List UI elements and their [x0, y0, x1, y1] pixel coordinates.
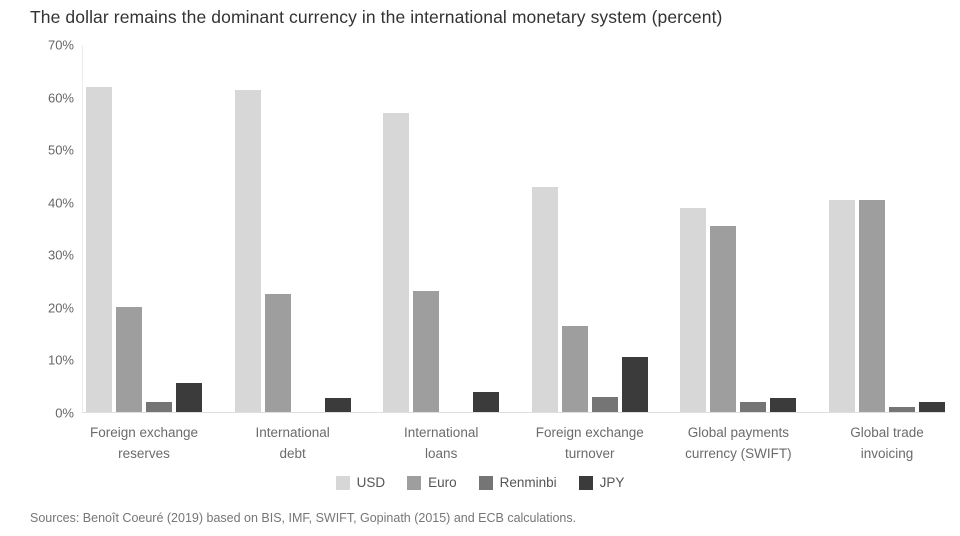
bar-renminbi: [740, 401, 767, 412]
category-label: Foreign exchange reserves: [89, 425, 199, 461]
bar-group: Foreign exchange turnover: [531, 45, 648, 461]
bar-group: Global payments currency (SWIFT): [680, 45, 797, 461]
category-label: International debt: [255, 425, 330, 461]
bar-euro: [561, 325, 588, 412]
legend-label-euro: Euro: [428, 475, 457, 490]
legend-swatch-usd: [335, 475, 350, 490]
legend-item-jpy: JPY: [578, 475, 625, 490]
legend-label-jpy: JPY: [599, 475, 625, 490]
legend-label-renminbi: Renminbi: [499, 475, 557, 490]
bar-jpy: [473, 392, 500, 412]
bar-euro: [710, 225, 737, 412]
chart-title: The dollar remains the dominant currency…: [30, 7, 723, 27]
bar-usd: [828, 199, 855, 412]
bar-renminbi: [146, 401, 172, 412]
bar-usd: [383, 113, 410, 412]
legend-label-usd: USD: [356, 475, 386, 490]
bar-renminbi: [888, 406, 915, 412]
legend-swatch-euro: [407, 475, 422, 490]
y-tick-label: 70%: [47, 37, 74, 53]
bar-group: International loans: [383, 45, 500, 461]
bar-euro: [413, 291, 440, 412]
bar-renminbi: [591, 397, 618, 412]
bar-jpy: [770, 397, 797, 412]
y-axis: 0% 10% 20% 30% 40% 50% 60% 70%: [0, 39, 74, 420]
y-tick-label: 20%: [47, 300, 74, 316]
bar-usd: [234, 89, 261, 412]
bar-euro: [858, 199, 885, 412]
legend-swatch-renminbi: [478, 475, 493, 490]
y-tick-label: 10%: [47, 352, 74, 368]
bar-jpy: [176, 383, 202, 412]
category-label: International loans: [404, 425, 479, 461]
bar-jpy: [918, 401, 945, 412]
y-tick-label: 60%: [47, 90, 74, 106]
legend-item-usd: USD: [335, 475, 386, 490]
legend: USD Euro Renminbi JPY: [0, 475, 960, 490]
bar-group: Global trade invoicing: [828, 45, 945, 461]
bar-euro: [264, 294, 291, 412]
y-tick-label: 0%: [55, 405, 74, 421]
bar-jpy: [324, 397, 351, 412]
bar-group: International debt: [234, 45, 351, 461]
category-label: Foreign exchange turnover: [535, 425, 644, 461]
plot-area: Foreign exchange reserves International d…: [82, 45, 945, 461]
legend-swatch-jpy: [578, 475, 593, 490]
bar-jpy: [621, 356, 648, 412]
bar-euro: [116, 307, 142, 412]
bar-usd: [680, 207, 707, 412]
category-label: Global payments currency (SWIFT): [685, 425, 792, 461]
legend-item-euro: Euro: [407, 475, 457, 490]
bar-usd: [531, 186, 558, 412]
y-tick-label: 30%: [47, 247, 74, 263]
y-tick-label: 40%: [47, 195, 74, 211]
legend-item-renminbi: Renminbi: [478, 475, 557, 490]
y-tick-label: 50%: [47, 142, 74, 158]
category-label: Global trade invoicing: [850, 425, 924, 461]
bar-group: Foreign exchange reserves: [86, 45, 202, 461]
source-note: Sources: Benoît Coeuré (2019) based on B…: [30, 511, 577, 525]
bar-usd: [86, 86, 112, 412]
